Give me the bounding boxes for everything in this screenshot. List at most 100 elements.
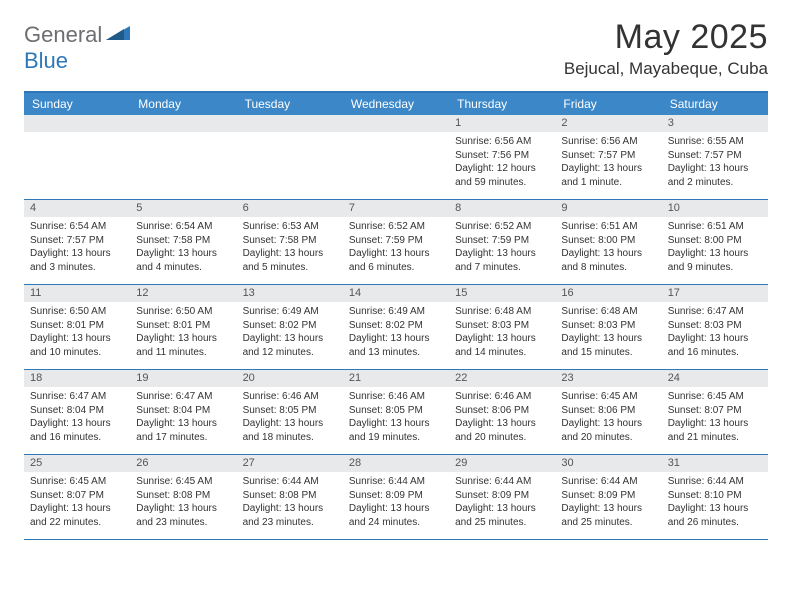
sunrise-text: Sunrise: 6:45 AM (30, 475, 124, 489)
day-content: Sunrise: 6:47 AMSunset: 8:04 PMDaylight:… (130, 387, 236, 447)
week-row: 1Sunrise: 6:56 AMSunset: 7:56 PMDaylight… (24, 115, 768, 200)
sunrise-text: Sunrise: 6:51 AM (668, 220, 762, 234)
day-cell: 26Sunrise: 6:45 AMSunset: 8:08 PMDayligh… (130, 455, 236, 539)
day-number: 25 (24, 455, 130, 472)
sunrise-text: Sunrise: 6:44 AM (561, 475, 655, 489)
day-number: 14 (343, 285, 449, 302)
sunset-text: Sunset: 7:59 PM (349, 234, 443, 248)
week-row: 11Sunrise: 6:50 AMSunset: 8:01 PMDayligh… (24, 285, 768, 370)
day-content: Sunrise: 6:52 AMSunset: 7:59 PMDaylight:… (343, 217, 449, 277)
day-number: 26 (130, 455, 236, 472)
sunset-text: Sunset: 8:00 PM (668, 234, 762, 248)
daylight-text: Daylight: 13 hours and 23 minutes. (243, 502, 337, 529)
day-content: Sunrise: 6:46 AMSunset: 8:06 PMDaylight:… (449, 387, 555, 447)
day-number (343, 115, 449, 132)
sunrise-text: Sunrise: 6:47 AM (136, 390, 230, 404)
weeks-container: 1Sunrise: 6:56 AMSunset: 7:56 PMDaylight… (24, 115, 768, 540)
sunset-text: Sunset: 8:08 PM (243, 489, 337, 503)
day-cell: 15Sunrise: 6:48 AMSunset: 8:03 PMDayligh… (449, 285, 555, 369)
day-content: Sunrise: 6:49 AMSunset: 8:02 PMDaylight:… (343, 302, 449, 362)
day-content: Sunrise: 6:44 AMSunset: 8:10 PMDaylight:… (662, 472, 768, 532)
day-cell: 9Sunrise: 6:51 AMSunset: 8:00 PMDaylight… (555, 200, 661, 284)
brand-triangle-icon (106, 22, 130, 45)
day-number: 7 (343, 200, 449, 217)
day-cell (24, 115, 130, 199)
sunset-text: Sunset: 8:03 PM (668, 319, 762, 333)
day-cell: 31Sunrise: 6:44 AMSunset: 8:10 PMDayligh… (662, 455, 768, 539)
daylight-text: Daylight: 13 hours and 14 minutes. (455, 332, 549, 359)
day-number: 27 (237, 455, 343, 472)
day-number: 13 (237, 285, 343, 302)
day-number: 24 (662, 370, 768, 387)
day-header-row: Sunday Monday Tuesday Wednesday Thursday… (24, 93, 768, 115)
day-content: Sunrise: 6:53 AMSunset: 7:58 PMDaylight:… (237, 217, 343, 277)
day-content: Sunrise: 6:50 AMSunset: 8:01 PMDaylight:… (130, 302, 236, 362)
day-cell: 27Sunrise: 6:44 AMSunset: 8:08 PMDayligh… (237, 455, 343, 539)
week-row: 25Sunrise: 6:45 AMSunset: 8:07 PMDayligh… (24, 455, 768, 540)
day-content: Sunrise: 6:45 AMSunset: 8:08 PMDaylight:… (130, 472, 236, 532)
daylight-text: Daylight: 13 hours and 3 minutes. (30, 247, 124, 274)
day-number (130, 115, 236, 132)
daylight-text: Daylight: 13 hours and 26 minutes. (668, 502, 762, 529)
daylight-text: Daylight: 13 hours and 16 minutes. (668, 332, 762, 359)
sunrise-text: Sunrise: 6:54 AM (136, 220, 230, 234)
day-content: Sunrise: 6:44 AMSunset: 8:09 PMDaylight:… (555, 472, 661, 532)
day-cell: 25Sunrise: 6:45 AMSunset: 8:07 PMDayligh… (24, 455, 130, 539)
day-cell: 28Sunrise: 6:44 AMSunset: 8:09 PMDayligh… (343, 455, 449, 539)
week-row: 4Sunrise: 6:54 AMSunset: 7:57 PMDaylight… (24, 200, 768, 285)
day-cell: 24Sunrise: 6:45 AMSunset: 8:07 PMDayligh… (662, 370, 768, 454)
day-content: Sunrise: 6:54 AMSunset: 7:57 PMDaylight:… (24, 217, 130, 277)
sunset-text: Sunset: 7:57 PM (668, 149, 762, 163)
day-content: Sunrise: 6:46 AMSunset: 8:05 PMDaylight:… (237, 387, 343, 447)
sunrise-text: Sunrise: 6:48 AM (561, 305, 655, 319)
day-content: Sunrise: 6:44 AMSunset: 8:08 PMDaylight:… (237, 472, 343, 532)
day-cell: 14Sunrise: 6:49 AMSunset: 8:02 PMDayligh… (343, 285, 449, 369)
sunrise-text: Sunrise: 6:45 AM (668, 390, 762, 404)
sunset-text: Sunset: 8:09 PM (561, 489, 655, 503)
day-header-tue: Tuesday (237, 93, 343, 115)
day-cell: 8Sunrise: 6:52 AMSunset: 7:59 PMDaylight… (449, 200, 555, 284)
day-cell (343, 115, 449, 199)
sunrise-text: Sunrise: 6:45 AM (136, 475, 230, 489)
sunset-text: Sunset: 8:06 PM (455, 404, 549, 418)
sunset-text: Sunset: 8:09 PM (455, 489, 549, 503)
sunset-text: Sunset: 8:02 PM (349, 319, 443, 333)
sunset-text: Sunset: 7:57 PM (561, 149, 655, 163)
day-content: Sunrise: 6:48 AMSunset: 8:03 PMDaylight:… (555, 302, 661, 362)
daylight-text: Daylight: 13 hours and 2 minutes. (668, 162, 762, 189)
day-content: Sunrise: 6:55 AMSunset: 7:57 PMDaylight:… (662, 132, 768, 192)
day-content: Sunrise: 6:45 AMSunset: 8:07 PMDaylight:… (662, 387, 768, 447)
day-cell: 21Sunrise: 6:46 AMSunset: 8:05 PMDayligh… (343, 370, 449, 454)
day-content: Sunrise: 6:45 AMSunset: 8:06 PMDaylight:… (555, 387, 661, 447)
sunset-text: Sunset: 8:06 PM (561, 404, 655, 418)
day-number (237, 115, 343, 132)
day-cell: 11Sunrise: 6:50 AMSunset: 8:01 PMDayligh… (24, 285, 130, 369)
daylight-text: Daylight: 13 hours and 25 minutes. (455, 502, 549, 529)
day-content: Sunrise: 6:46 AMSunset: 8:05 PMDaylight:… (343, 387, 449, 447)
daylight-text: Daylight: 13 hours and 20 minutes. (455, 417, 549, 444)
day-number: 2 (555, 115, 661, 132)
sunset-text: Sunset: 7:59 PM (455, 234, 549, 248)
sunrise-text: Sunrise: 6:53 AM (243, 220, 337, 234)
brand-logo: General (24, 22, 132, 48)
day-number: 5 (130, 200, 236, 217)
sunset-text: Sunset: 7:56 PM (455, 149, 549, 163)
sunrise-text: Sunrise: 6:44 AM (668, 475, 762, 489)
day-number (24, 115, 130, 132)
sunset-text: Sunset: 8:04 PM (136, 404, 230, 418)
title-block: May 2025 Bejucal, Mayabeque, Cuba (564, 18, 768, 79)
day-content: Sunrise: 6:56 AMSunset: 7:57 PMDaylight:… (555, 132, 661, 192)
brand-text-general: General (24, 22, 102, 48)
sunrise-text: Sunrise: 6:56 AM (455, 135, 549, 149)
day-cell: 5Sunrise: 6:54 AMSunset: 7:58 PMDaylight… (130, 200, 236, 284)
day-content: Sunrise: 6:50 AMSunset: 8:01 PMDaylight:… (24, 302, 130, 362)
sunset-text: Sunset: 8:05 PM (349, 404, 443, 418)
day-content: Sunrise: 6:54 AMSunset: 7:58 PMDaylight:… (130, 217, 236, 277)
sunset-text: Sunset: 8:03 PM (455, 319, 549, 333)
daylight-text: Daylight: 13 hours and 5 minutes. (243, 247, 337, 274)
sunset-text: Sunset: 7:57 PM (30, 234, 124, 248)
day-content: Sunrise: 6:51 AMSunset: 8:00 PMDaylight:… (555, 217, 661, 277)
day-number: 22 (449, 370, 555, 387)
day-cell: 3Sunrise: 6:55 AMSunset: 7:57 PMDaylight… (662, 115, 768, 199)
header: General May 2025 Bejucal, Mayabeque, Cub… (24, 18, 768, 79)
